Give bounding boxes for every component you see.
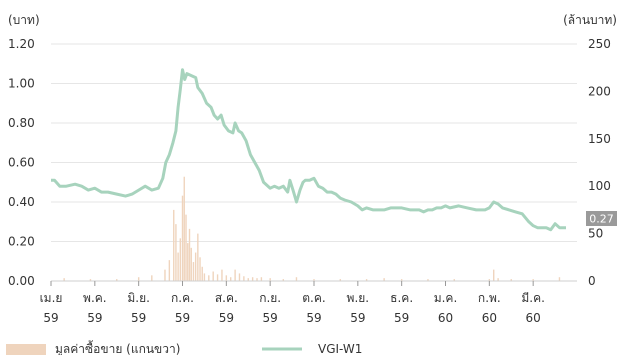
x-tick-year: 59 bbox=[87, 311, 102, 325]
x-tick-month: ก.ย. bbox=[259, 291, 281, 305]
x-tick-year: 59 bbox=[43, 311, 58, 325]
y-right-tick-label: 250 bbox=[588, 37, 611, 51]
legend-volume-label: มูลค่าซื้อขาย (แกนขวา) bbox=[55, 340, 180, 355]
last-value-label: 0.27 bbox=[589, 213, 614, 226]
last-value-badge-bg bbox=[586, 211, 617, 226]
x-tick-month: เม.ย bbox=[40, 291, 63, 305]
x-tick-year: 59 bbox=[263, 311, 278, 325]
x-axis-ticks: เม.ย 59 พ.ค. 59 มิ.ย. 59 ก.ค. 59 ส.ค. 59 ก.ย. 59 ต.ค… bbox=[40, 280, 577, 325]
y-left-tick-label: 0.40 bbox=[8, 195, 35, 209]
gridlines bbox=[51, 43, 577, 282]
y-left-tick-label: 1.00 bbox=[8, 77, 35, 91]
legend-volume-swatch bbox=[6, 344, 46, 355]
x-tick-year: 60 bbox=[438, 311, 453, 325]
x-tick-year: 59 bbox=[394, 311, 409, 325]
x-tick-year: 59 bbox=[306, 311, 321, 325]
last-value-badge: 0.27 bbox=[586, 211, 617, 226]
x-tick-month: มี.ค. bbox=[521, 291, 545, 305]
x-tick-month: มิ.ย. bbox=[127, 291, 150, 305]
y-left-tick-label: 0.00 bbox=[8, 274, 35, 288]
x-tick-month: ก.ค. bbox=[171, 291, 194, 305]
y-left-ticks: 0.00 0.20 0.40 0.60 0.80 1.00 1.20 bbox=[8, 37, 35, 288]
y-right-tick-label: 50 bbox=[588, 227, 603, 241]
right-axis-unit: (ล้านบาท) bbox=[563, 13, 617, 27]
price-line bbox=[51, 68, 566, 232]
y-right-tick-label: 150 bbox=[588, 132, 611, 146]
x-tick-month: ม.ค. bbox=[434, 291, 458, 305]
legend: มูลค่าซื้อขาย (แกนขวา) VGI-W1 bbox=[6, 340, 362, 355]
price-line-group bbox=[51, 68, 566, 232]
y-left-tick-label: 0.60 bbox=[8, 156, 35, 170]
y-right-ticks: 0 50 100 150 200 250 bbox=[588, 37, 611, 288]
x-tick-year: 59 bbox=[175, 311, 190, 325]
y-right-tick-label: 200 bbox=[588, 84, 611, 98]
x-tick-year: 59 bbox=[131, 311, 146, 325]
x-tick-year: 60 bbox=[526, 311, 541, 325]
x-tick-year: 59 bbox=[350, 311, 365, 325]
x-tick-month: ส.ค. bbox=[215, 291, 238, 305]
left-axis-unit: (บาท) bbox=[8, 13, 40, 27]
x-tick-month: พ.ค. bbox=[83, 291, 107, 305]
x-tick-year: 60 bbox=[482, 311, 497, 325]
x-tick-year: 59 bbox=[219, 311, 234, 325]
x-tick-month: ก.พ. bbox=[478, 291, 501, 305]
y-right-tick-label: 0 bbox=[588, 274, 596, 288]
x-tick-month: ต.ค. bbox=[302, 291, 325, 305]
volume-bars bbox=[63, 176, 561, 281]
x-tick-month: ธ.ค. bbox=[390, 291, 413, 305]
y-right-tick-label: 100 bbox=[588, 179, 611, 193]
legend-price-label: VGI-W1 bbox=[318, 342, 362, 355]
x-tick-month: พ.ย. bbox=[347, 291, 370, 305]
y-left-tick-label: 1.20 bbox=[8, 37, 35, 51]
y-left-tick-label: 0.20 bbox=[8, 235, 35, 249]
y-left-tick-label: 0.80 bbox=[8, 116, 35, 130]
